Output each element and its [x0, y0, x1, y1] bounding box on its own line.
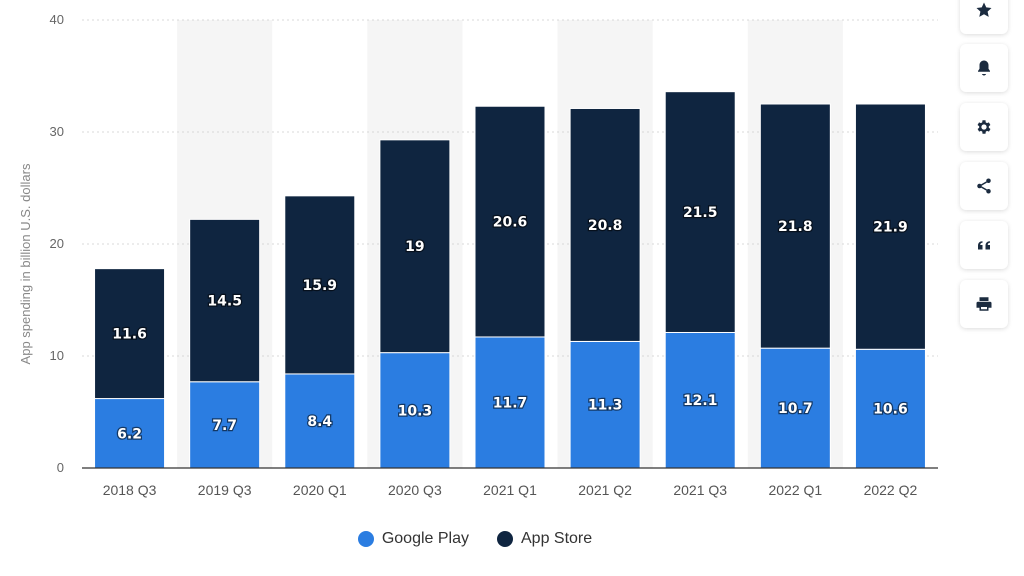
data-label-app-store-2020-q1: 15.9 — [303, 278, 338, 294]
y-tick-label-0: 0 — [57, 460, 64, 475]
notification-button[interactable] — [960, 44, 1008, 92]
legend-item-app-store[interactable]: App Store — [497, 530, 592, 548]
data-label-google-play-2022-q1: 10.7 — [778, 401, 813, 417]
bar-app-store-2021-q1 — [474, 105, 546, 338]
data-label-app-store-2021-q3: 21.5 — [683, 205, 718, 221]
x-tick-label-2020-q1: 2020 Q1 — [293, 482, 347, 498]
bar-google-play-2021-q2 — [569, 340, 641, 469]
gear-icon — [977, 120, 991, 134]
x-tick-label-2021-q1: 2021 Q1 — [483, 482, 537, 498]
data-label-app-store-2020-q3: 19 — [405, 239, 424, 255]
bar-app-store-2018-q3 — [94, 268, 166, 400]
bar-app-store-2020-q3 — [379, 139, 451, 354]
settings-button[interactable] — [960, 103, 1008, 151]
data-label-google-play-2021-q2: 11.3 — [588, 398, 623, 414]
data-label-google-play-2021-q3: 12.1 — [683, 393, 718, 409]
y-tick-label-40: 40 — [50, 12, 64, 27]
x-tick-label-2022-q2: 2022 Q2 — [864, 482, 918, 498]
data-label-app-store-2021-q2: 20.8 — [588, 218, 623, 234]
cite-button[interactable] — [960, 221, 1008, 269]
bar-app-store-2020-q1 — [284, 195, 356, 375]
favorite-button[interactable] — [960, 0, 1008, 34]
y-tick-label-20: 20 — [50, 236, 64, 251]
legend-label-google-play: Google Play — [381, 530, 469, 547]
legend-item-google-play[interactable]: Google Play — [357, 530, 469, 548]
x-tick-label-2021-q2: 2021 Q2 — [578, 482, 632, 498]
bar-google-play-2020-q3 — [379, 352, 451, 469]
bell-icon — [978, 60, 990, 76]
y-tick-label-30: 30 — [50, 124, 64, 139]
data-label-app-store-2021-q1: 20.6 — [493, 215, 528, 231]
bar-app-store-2021-q3 — [664, 91, 736, 333]
stacked-bar-chart: 0 10 20 30 40 6.2 11.6 2018 Q3 7.7 14.5 2019 Q3 8.4… — [18, 12, 938, 498]
share-button[interactable] — [960, 162, 1008, 210]
x-tick-label-2022-q1: 2022 Q1 — [768, 482, 822, 498]
star-icon — [976, 2, 992, 17]
data-label-google-play-2018-q3: 6.2 — [117, 426, 142, 442]
data-label-app-store-2019-q3: 14.5 — [207, 294, 242, 310]
x-tick-label-2020-q3: 2020 Q3 — [388, 482, 442, 498]
x-tick-label-2018-q3: 2018 Q3 — [103, 482, 157, 498]
x-tick-label-2021-q3: 2021 Q3 — [673, 482, 727, 498]
bar-app-store-2021-q2 — [569, 107, 641, 342]
bar-app-store-2022-q2 — [854, 103, 926, 350]
data-label-google-play-2020-q3: 10.3 — [398, 403, 433, 419]
data-label-app-store-2022-q2: 21.9 — [873, 220, 908, 236]
data-label-google-play-2020-q1: 8.4 — [307, 414, 332, 430]
data-label-google-play-2022-q2: 10.6 — [873, 402, 908, 418]
bar-google-play-2022-q2 — [854, 348, 926, 469]
legend: Google Play App Store — [0, 530, 950, 548]
bar-app-store-2022-q1 — [759, 103, 831, 349]
share-icon — [977, 178, 991, 194]
data-label-app-store-2018-q3: 11.6 — [112, 327, 147, 343]
print-button[interactable] — [960, 280, 1008, 328]
x-tick-label-2019-q3: 2019 Q3 — [198, 482, 252, 498]
data-label-google-play-2021-q1: 11.7 — [493, 395, 528, 411]
legend-marker-google-play — [357, 531, 374, 547]
y-tick-label-10: 10 — [50, 348, 64, 363]
bar-google-play-2018-q3 — [94, 398, 166, 469]
quote-icon — [978, 241, 990, 250]
print-icon — [976, 297, 992, 311]
data-label-google-play-2019-q3: 7.7 — [212, 418, 237, 434]
legend-label-app-store: App Store — [521, 530, 593, 547]
bar-app-store-2019-q3 — [189, 218, 261, 383]
data-label-app-store-2022-q1: 21.8 — [778, 219, 813, 235]
y-axis-title: App spending in billion U.S. dollars — [18, 163, 33, 364]
legend-marker-app-store — [497, 531, 513, 547]
